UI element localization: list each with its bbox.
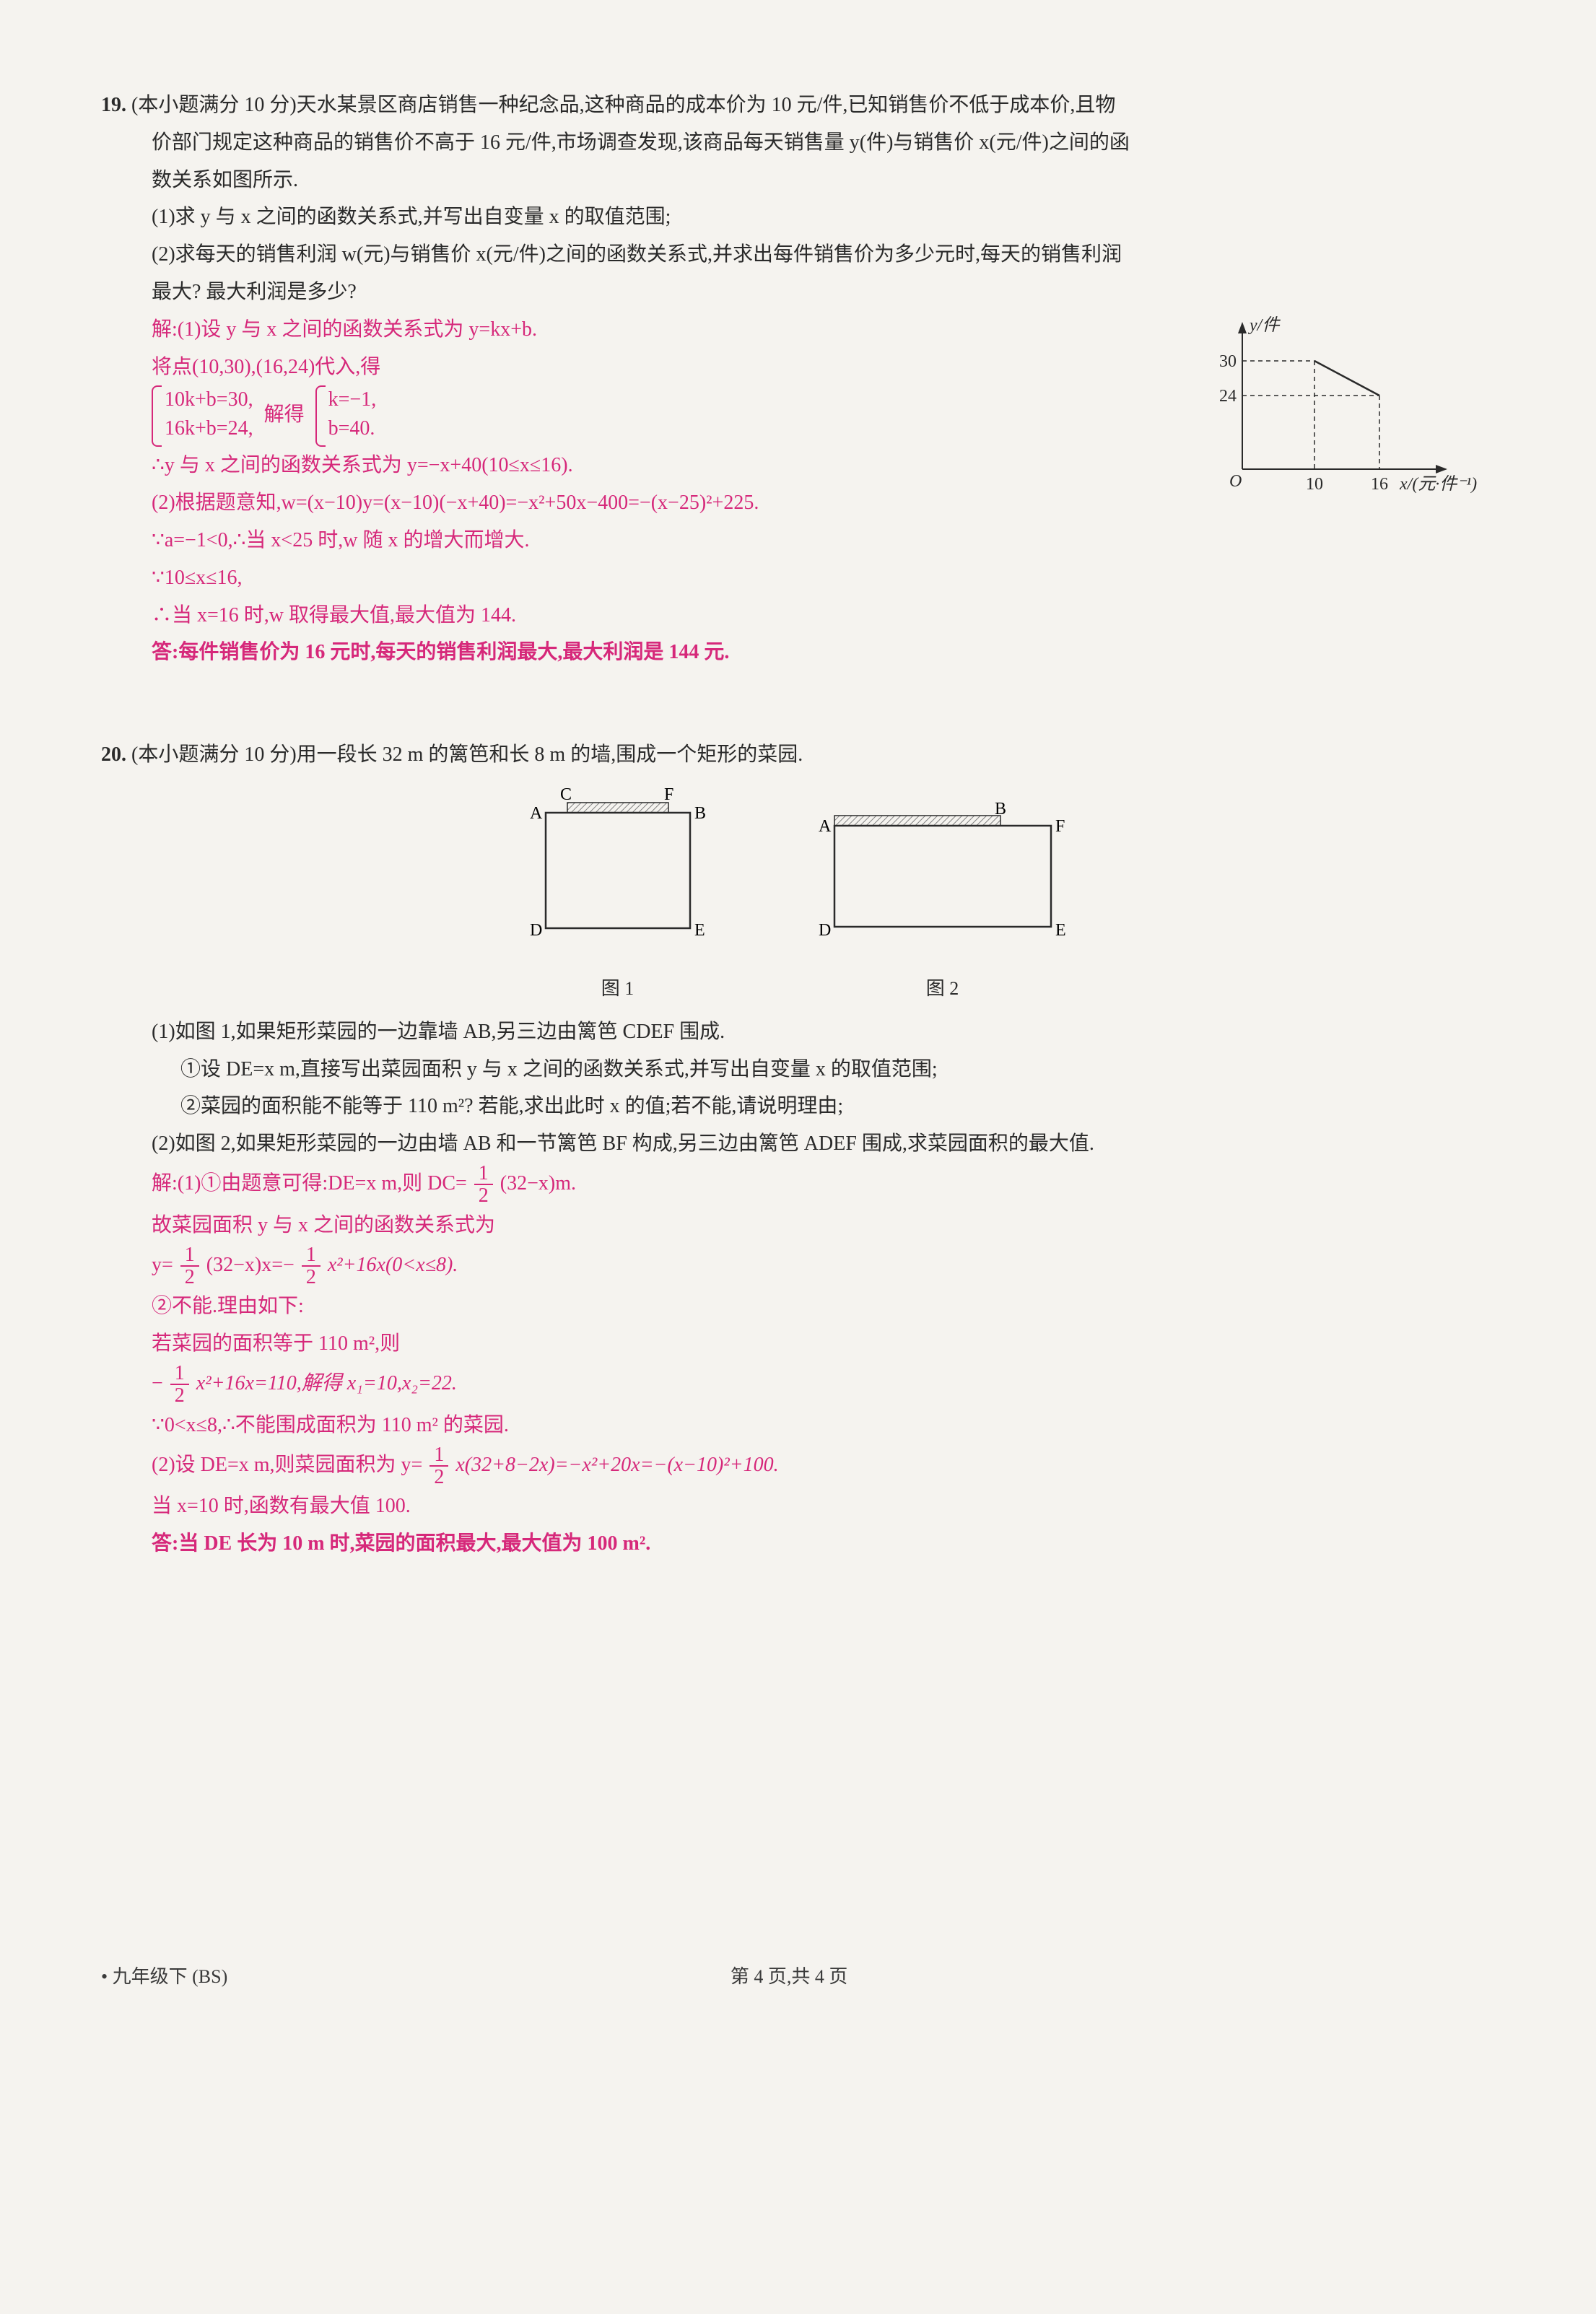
q20-a9: 当 x=10 时,函数有最大值 100. [101, 1488, 1495, 1525]
q20-part1: (1)如图 1,如果矩形菜园的一边靠墙 AB,另三边由篱笆 CDEF 围成. [101, 1013, 1495, 1051]
svg-text:D: D [530, 921, 542, 940]
footer-center: 第 4 页,共 4 页 [731, 1960, 848, 1994]
footer-left: 九年级下 (BS) [101, 1960, 227, 1994]
brace-right: k=−1, b=40. [315, 385, 377, 447]
q20-a4: ②不能.理由如下: [101, 1288, 1495, 1325]
xtick-16: 16 [1371, 475, 1388, 494]
page-footer: 九年级下 (BS) 第 4 页,共 4 页 [101, 1960, 1495, 1994]
brace2a: k=−1, [328, 385, 377, 414]
brace1a: 10k+b=30, [165, 385, 253, 414]
frac-half-5: 1 2 [429, 1444, 448, 1488]
brace-left: 10k+b=30, 16k+b=24, [152, 385, 253, 447]
q20-a7: ∵0<x≤8,∴不能围成面积为 110 m² 的菜园. [101, 1407, 1495, 1444]
q19-part2a: (2)求每天的销售利润 w(元)与销售价 x(元/件)之间的函数关系式,并求出每… [101, 236, 1495, 274]
svg-text:B: B [995, 800, 1006, 818]
xlabel: x/(元·件⁻¹) [1399, 474, 1477, 494]
a1-post: (32−x)m. [500, 1172, 576, 1195]
q20-a1: 解:(1)①由题意可得:DE=x m,则 DC= 1 2 (32−x)m. [101, 1163, 1495, 1207]
q20-a3: y= 1 2 (32−x)x=− 1 2 x²+16x(0<x≤8). [101, 1244, 1495, 1288]
svg-text:B: B [694, 804, 706, 823]
xtick-10: 10 [1306, 475, 1323, 494]
footer-spacer [1351, 1960, 1495, 1994]
q20-a6: − 1 2 x²+16x=110,解得 x₁=10,x₂=22. [101, 1363, 1495, 1407]
figures-row: A B C F D E 图 1 [101, 787, 1495, 1006]
problem-19: 19. (本小题满分 10 分)天水某景区商店销售一种纪念品,这种商品的成本价为… [101, 87, 1495, 671]
q19-ans6: ∵10≤x≤16, [101, 559, 1495, 597]
q19-ans5: ∵a=−1<0,∴当 x<25 时,w 随 x 的增大而增大. [101, 522, 1495, 559]
svg-text:F: F [664, 787, 673, 804]
svg-text:E: E [1055, 921, 1066, 940]
svg-text:C: C [560, 787, 572, 804]
brace1b: 16k+b=24, [165, 414, 253, 442]
chart-svg: y/件 30 24 O 10 16 x/(元·件⁻¹) [1206, 310, 1481, 512]
svg-text:A: A [819, 817, 832, 836]
ytick-24: 24 [1219, 387, 1237, 406]
q20-stem1: (本小题满分 10 分)用一段长 32 m 的篱笆和长 8 m 的墙,围成一个矩… [131, 743, 803, 766]
q20-a8: (2)设 DE=x m,则菜园面积为 y= 1 2 x(32+8−2x)=−x²… [101, 1444, 1495, 1488]
frac-half-4: 1 2 [170, 1363, 189, 1407]
q19-stem1: (本小题满分 10 分)天水某景区商店销售一种纪念品,这种商品的成本价为 10 … [131, 94, 1115, 116]
figure-2: A B F D E 图 2 [806, 794, 1080, 1006]
origin: O [1229, 472, 1242, 491]
q20-a10: 答:当 DE 长为 10 m 时,菜园的面积最大,最大值为 100 m². [101, 1525, 1495, 1563]
svg-text:E: E [694, 921, 705, 940]
svg-text:D: D [819, 921, 831, 940]
q20-part1a: ①设 DE=x m,直接写出菜园面积 y 与 x 之间的函数关系式,并写出自变量… [101, 1051, 1495, 1088]
a1-pre: 解:(1)①由题意可得:DE=x m,则 DC= [152, 1172, 467, 1195]
q19-ans7: ∴当 x=16 时,w 取得最大值,最大值为 144. [101, 597, 1495, 634]
q19-part2b: 最大? 最大利润是多少? [101, 274, 1495, 311]
q19-stem2: 价部门规定这种商品的销售价不高于 16 元/件,市场调查发现,该商品每天销售量 … [101, 124, 1495, 162]
q19-number: 19. [101, 94, 126, 116]
q20-part2: (2)如图 2,如果矩形菜园的一边由墙 AB 和一节篱笆 BF 构成,另三边由篱… [101, 1125, 1495, 1163]
q20-line1: 20. (本小题满分 10 分)用一段长 32 m 的篱笆和长 8 m 的墙,围… [101, 736, 1495, 774]
frac-half-1: 1 2 [474, 1163, 493, 1207]
figure-1: A B C F D E 图 1 [517, 787, 719, 1006]
q19-line1: 19. (本小题满分 10 分)天水某景区商店销售一种纪念品,这种商品的成本价为… [101, 87, 1495, 124]
q19-ans8: 答:每件销售价为 16 元时,每天的销售利润最大,最大利润是 144 元. [101, 634, 1495, 671]
problem-20: 20. (本小题满分 10 分)用一段长 32 m 的篱笆和长 8 m 的墙,围… [101, 736, 1495, 1563]
brace2b: b=40. [328, 414, 377, 442]
q20-a2: 故菜园面积 y 与 x 之间的函数关系式为 [101, 1207, 1495, 1244]
frac-half-2: 1 2 [180, 1244, 199, 1288]
q20-number: 20. [101, 743, 126, 766]
q19-stem3: 数关系如图所示. [101, 162, 1495, 199]
svg-text:F: F [1055, 817, 1065, 836]
solve-label: 解得 [264, 403, 305, 426]
frac-half-3: 1 2 [302, 1244, 320, 1288]
q20-a5: 若菜园的面积等于 110 m²,则 [101, 1325, 1495, 1363]
q20-part1b: ②菜园的面积能不能等于 110 m²? 若能,求出此时 x 的值;若不能,请说明… [101, 1088, 1495, 1125]
ylabel: y/件 [1248, 315, 1281, 335]
fig2-label: 图 2 [806, 972, 1080, 1006]
fig1-label: 图 1 [517, 972, 719, 1006]
svg-text:A: A [530, 804, 543, 823]
q19-part1: (1)求 y 与 x 之间的函数关系式,并写出自变量 x 的取值范围; [101, 198, 1495, 236]
q19-chart: y/件 30 24 O 10 16 x/(元·件⁻¹) [1206, 310, 1481, 525]
ytick-30: 30 [1219, 352, 1237, 371]
